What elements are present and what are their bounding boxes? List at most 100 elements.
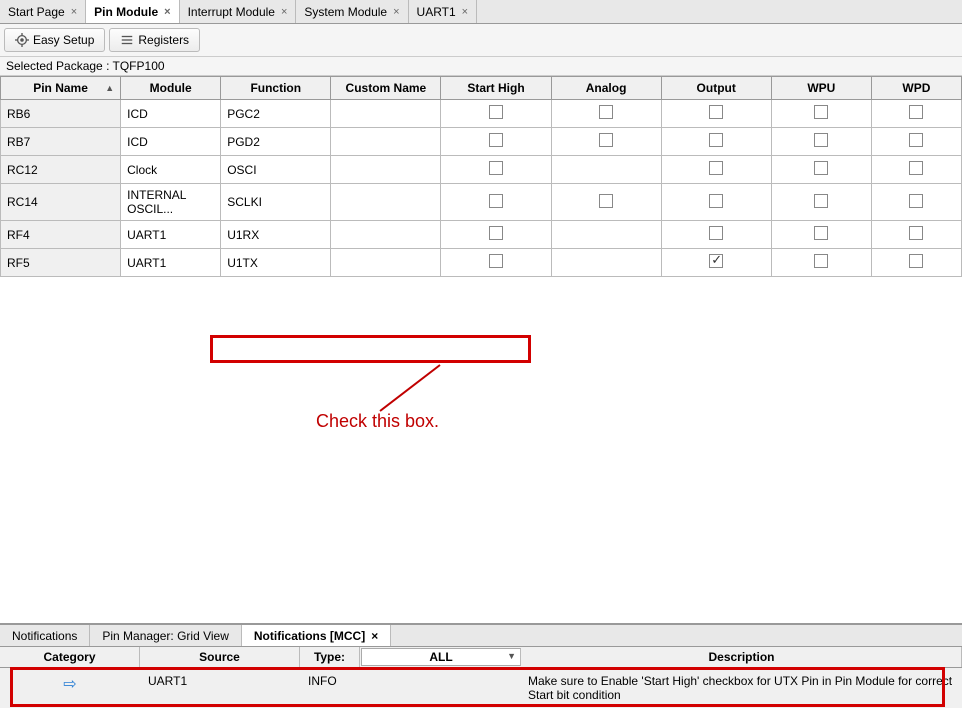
chevron-down-icon: ▼ bbox=[507, 651, 516, 661]
pin-table: Pin Name▲ModuleFunctionCustom NameStart … bbox=[0, 76, 962, 277]
col-header-analog[interactable]: Analog bbox=[551, 77, 661, 100]
col-header-wpd[interactable]: WPD bbox=[871, 77, 961, 100]
registers-label: Registers bbox=[138, 33, 189, 47]
tab-system-module[interactable]: System Module× bbox=[296, 0, 408, 23]
notif-source: UART1 bbox=[140, 668, 300, 708]
close-icon[interactable]: × bbox=[462, 6, 468, 18]
col-header-start-high[interactable]: Start High bbox=[441, 77, 551, 100]
checkbox[interactable] bbox=[709, 254, 723, 268]
checkbox[interactable] bbox=[909, 254, 923, 268]
checkbox[interactable] bbox=[814, 254, 828, 268]
close-icon[interactable]: × bbox=[164, 6, 170, 18]
function-cell: OSCI bbox=[221, 156, 331, 184]
table-row: RF4UART1U1RX bbox=[1, 221, 962, 249]
checkbox[interactable] bbox=[489, 194, 503, 208]
module-cell: UART1 bbox=[121, 249, 221, 277]
col-source: Source bbox=[140, 647, 300, 667]
function-cell: PGD2 bbox=[221, 128, 331, 156]
type-filter-dropdown[interactable]: ALL ▼ bbox=[361, 648, 521, 666]
bottom-panel: NotificationsPin Manager: Grid ViewNotif… bbox=[0, 624, 962, 708]
col-header-module[interactable]: Module bbox=[121, 77, 221, 100]
checkbox[interactable] bbox=[599, 133, 613, 147]
checkbox[interactable] bbox=[814, 226, 828, 240]
custom-name-cell[interactable] bbox=[331, 156, 441, 184]
col-header-wpu[interactable]: WPU bbox=[771, 77, 871, 100]
checkbox[interactable] bbox=[709, 133, 723, 147]
module-cell: ICD bbox=[121, 128, 221, 156]
easy-setup-button[interactable]: Easy Setup bbox=[4, 28, 105, 52]
info-arrow-icon: ⇨ bbox=[63, 676, 76, 693]
module-cell: INTERNAL OSCIL... bbox=[121, 184, 221, 221]
col-description: Description bbox=[522, 647, 962, 667]
checkbox[interactable] bbox=[814, 161, 828, 175]
gear-icon bbox=[15, 33, 29, 47]
registers-button[interactable]: Registers bbox=[109, 28, 200, 52]
custom-name-cell[interactable] bbox=[331, 100, 441, 128]
annotation-text: Check this box. bbox=[316, 411, 439, 432]
module-cell: ICD bbox=[121, 100, 221, 128]
custom-name-cell[interactable] bbox=[331, 128, 441, 156]
table-row: RB7ICDPGD2 bbox=[1, 128, 962, 156]
col-type-label: Type: bbox=[300, 647, 360, 667]
close-icon[interactable]: × bbox=[393, 6, 399, 18]
col-header-output[interactable]: Output bbox=[661, 77, 771, 100]
checkbox[interactable] bbox=[599, 105, 613, 119]
pin-name: RB6 bbox=[1, 100, 121, 128]
bottom-tab-bar: NotificationsPin Manager: Grid ViewNotif… bbox=[0, 625, 962, 647]
notif-description: Make sure to Enable 'Start High' checkbo… bbox=[520, 668, 962, 708]
module-cell: Clock bbox=[121, 156, 221, 184]
pin-name: RF4 bbox=[1, 221, 121, 249]
function-cell: SCLKI bbox=[221, 184, 331, 221]
bottom-tab-notifications[interactable]: Notifications bbox=[0, 625, 90, 646]
checkbox[interactable] bbox=[814, 105, 828, 119]
function-cell: U1TX bbox=[221, 249, 331, 277]
checkbox[interactable] bbox=[909, 194, 923, 208]
checkbox[interactable] bbox=[709, 161, 723, 175]
checkbox[interactable] bbox=[489, 133, 503, 147]
sort-asc-icon: ▲ bbox=[105, 83, 114, 93]
checkbox[interactable] bbox=[909, 226, 923, 240]
custom-name-cell[interactable] bbox=[331, 249, 441, 277]
checkbox[interactable] bbox=[909, 133, 923, 147]
checkbox[interactable] bbox=[709, 105, 723, 119]
close-icon[interactable]: × bbox=[71, 6, 77, 18]
function-cell: U1RX bbox=[221, 221, 331, 249]
close-icon[interactable]: × bbox=[281, 6, 287, 18]
col-header-function[interactable]: Function bbox=[221, 77, 331, 100]
checkbox[interactable] bbox=[489, 105, 503, 119]
close-icon[interactable]: × bbox=[371, 629, 378, 643]
easy-setup-label: Easy Setup bbox=[33, 33, 94, 47]
tab-interrupt-module[interactable]: Interrupt Module× bbox=[180, 0, 297, 23]
bottom-tab-notifications-mcc-[interactable]: Notifications [MCC]× bbox=[242, 625, 391, 646]
pin-name: RB7 bbox=[1, 128, 121, 156]
checkbox[interactable] bbox=[489, 254, 503, 268]
bottom-tab-pin-manager-grid-view[interactable]: Pin Manager: Grid View bbox=[90, 625, 242, 646]
checkbox[interactable] bbox=[814, 194, 828, 208]
notif-type: INFO bbox=[300, 668, 520, 708]
notification-row[interactable]: ⇨ UART1 INFO Make sure to Enable 'Start … bbox=[0, 668, 962, 708]
checkbox[interactable] bbox=[709, 194, 723, 208]
checkbox[interactable] bbox=[909, 105, 923, 119]
toolbar: Easy Setup Registers bbox=[0, 24, 962, 57]
table-row: RF5UART1U1TX bbox=[1, 249, 962, 277]
checkbox[interactable] bbox=[709, 226, 723, 240]
table-row: RB6ICDPGC2 bbox=[1, 100, 962, 128]
tab-uart1[interactable]: UART1× bbox=[409, 0, 478, 23]
custom-name-cell[interactable] bbox=[331, 221, 441, 249]
notification-header: Category Source Type: ALL ▼ Description bbox=[0, 647, 962, 668]
tab-start-page[interactable]: Start Page× bbox=[0, 0, 86, 23]
type-filter-value: ALL bbox=[429, 650, 452, 664]
tab-pin-module[interactable]: Pin Module× bbox=[86, 0, 179, 23]
module-cell: UART1 bbox=[121, 221, 221, 249]
checkbox[interactable] bbox=[489, 161, 503, 175]
checkbox[interactable] bbox=[814, 133, 828, 147]
checkbox[interactable] bbox=[599, 194, 613, 208]
function-cell: PGC2 bbox=[221, 100, 331, 128]
checkbox[interactable] bbox=[909, 161, 923, 175]
pin-name: RF5 bbox=[1, 249, 121, 277]
custom-name-cell[interactable] bbox=[331, 184, 441, 221]
col-header-pin-name[interactable]: Pin Name▲ bbox=[1, 77, 121, 100]
col-header-custom-name[interactable]: Custom Name bbox=[331, 77, 441, 100]
package-label: Selected Package : TQFP100 bbox=[0, 57, 962, 76]
checkbox[interactable] bbox=[489, 226, 503, 240]
